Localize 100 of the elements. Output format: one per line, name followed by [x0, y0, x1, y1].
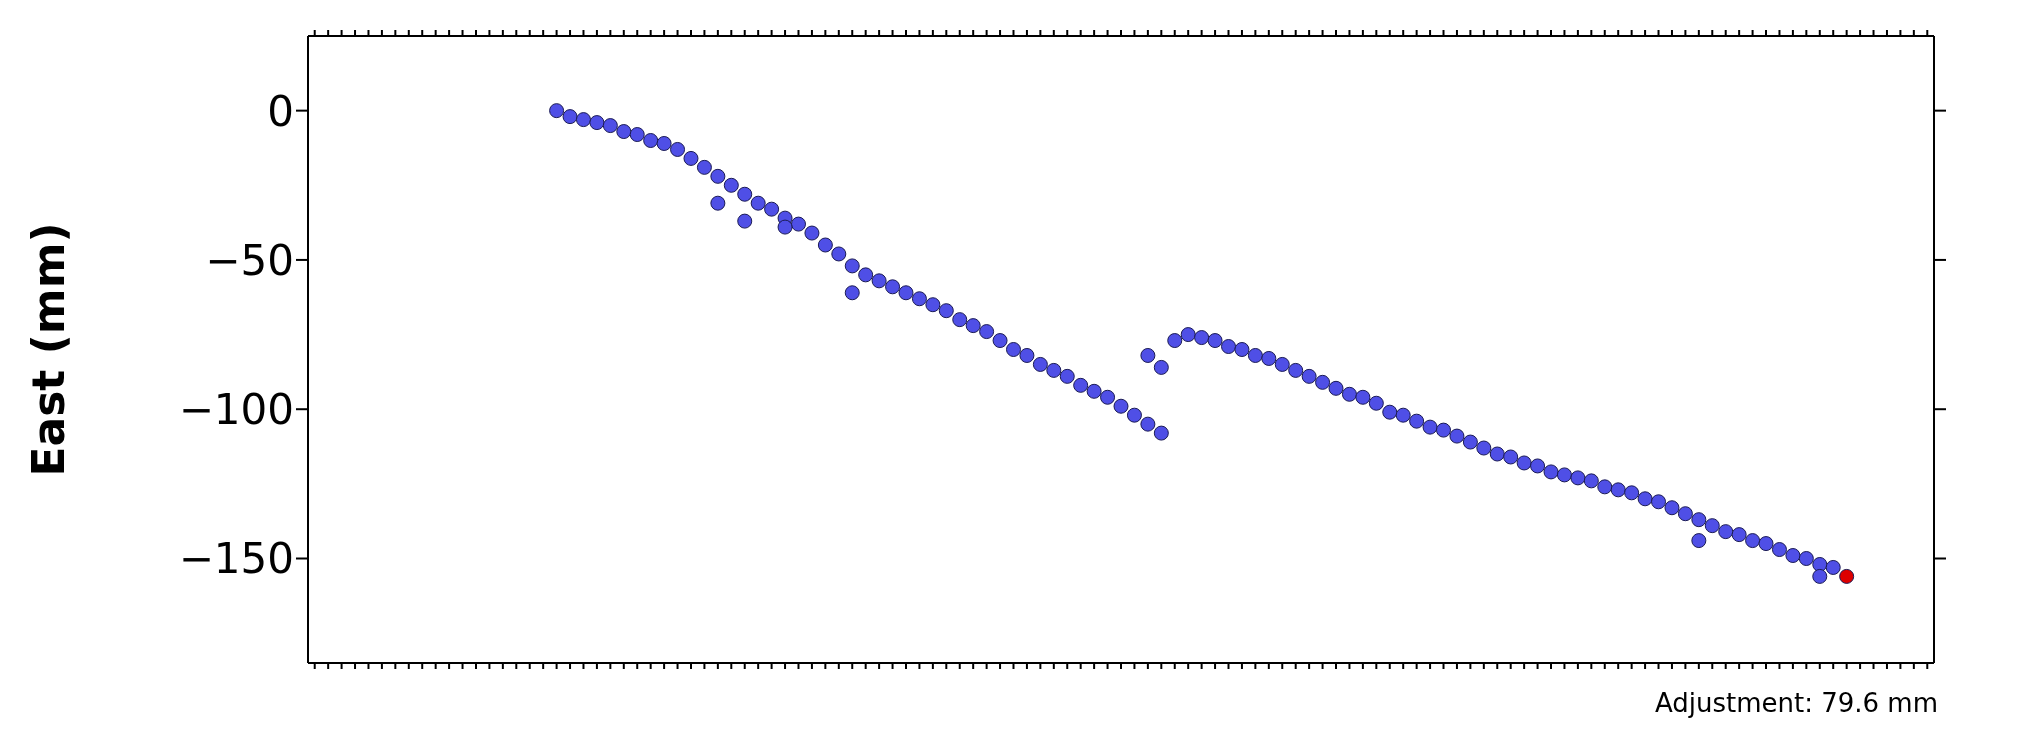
point	[1126, 407, 1142, 423]
y-tick-label: −50	[205, 235, 294, 285]
point	[911, 291, 927, 307]
point	[844, 258, 860, 274]
point	[1328, 380, 1344, 396]
point	[1032, 356, 1048, 372]
point	[1637, 491, 1653, 507]
point	[1731, 527, 1747, 543]
point	[1785, 548, 1801, 564]
point	[817, 237, 833, 253]
point	[1839, 568, 1855, 584]
point	[1570, 470, 1586, 486]
point	[898, 285, 914, 301]
point	[629, 127, 645, 143]
point	[656, 135, 672, 151]
point	[1543, 464, 1559, 480]
point	[1086, 383, 1102, 399]
point	[1153, 359, 1169, 375]
point	[562, 109, 578, 125]
point	[1140, 347, 1156, 363]
point	[710, 195, 726, 211]
point	[952, 312, 968, 328]
point	[1476, 440, 1492, 456]
point	[1422, 419, 1438, 435]
point	[1207, 333, 1223, 349]
point	[1462, 434, 1478, 450]
point	[1677, 506, 1693, 522]
point	[1597, 479, 1613, 495]
point	[1261, 350, 1277, 366]
point	[1691, 512, 1707, 528]
point	[1073, 377, 1089, 393]
point	[1234, 342, 1250, 357]
y-tick-label: 0	[267, 86, 294, 136]
point	[750, 195, 766, 211]
point	[1436, 422, 1452, 438]
point	[804, 225, 820, 241]
point	[602, 118, 618, 134]
point	[1691, 533, 1707, 549]
point	[831, 246, 847, 262]
point	[790, 216, 806, 232]
point	[1758, 536, 1774, 552]
point	[1556, 467, 1572, 483]
point	[1503, 449, 1519, 465]
point	[1355, 389, 1371, 405]
point	[616, 124, 632, 140]
point	[1100, 389, 1116, 405]
point	[1341, 386, 1357, 402]
point	[1718, 524, 1734, 540]
point	[1247, 347, 1263, 363]
point	[1059, 368, 1075, 384]
point	[1704, 518, 1720, 534]
text: Adjustment: 79.6 mm	[1654, 688, 1938, 718]
point	[938, 303, 954, 319]
point	[1610, 482, 1626, 498]
point	[737, 213, 753, 229]
point	[925, 297, 941, 313]
point	[1301, 368, 1317, 384]
point	[1288, 362, 1304, 378]
point	[1194, 330, 1210, 346]
point	[871, 273, 887, 289]
point	[1315, 374, 1331, 390]
point	[643, 133, 659, 148]
point	[1368, 395, 1384, 411]
point	[575, 112, 591, 128]
point	[1180, 327, 1196, 343]
point	[777, 219, 793, 235]
point	[1516, 455, 1532, 471]
point	[1651, 494, 1667, 510]
point	[965, 318, 981, 334]
point	[844, 285, 860, 301]
point	[1046, 362, 1062, 378]
y-tick-label: −150	[178, 534, 294, 584]
point	[696, 159, 712, 175]
point	[710, 168, 726, 184]
point	[1382, 404, 1398, 420]
point	[992, 333, 1008, 349]
point	[1221, 339, 1236, 355]
point	[1530, 458, 1546, 474]
point	[1771, 542, 1787, 558]
point	[1140, 416, 1156, 432]
point	[723, 177, 739, 193]
point	[589, 115, 605, 131]
point	[1812, 568, 1828, 584]
point	[549, 103, 565, 119]
point	[1449, 428, 1465, 444]
point	[1153, 425, 1169, 441]
point	[1624, 485, 1640, 501]
point	[1006, 342, 1021, 357]
point	[885, 279, 901, 295]
point	[737, 186, 753, 202]
point	[1274, 356, 1290, 372]
point	[1664, 500, 1680, 516]
y-tick-label: −100	[178, 385, 294, 435]
point	[1167, 333, 1183, 349]
point	[1745, 533, 1761, 549]
point	[979, 324, 995, 340]
point	[1583, 473, 1599, 489]
y-axis-title: East (mm)	[22, 222, 74, 477]
point	[764, 201, 780, 217]
point	[670, 141, 686, 157]
